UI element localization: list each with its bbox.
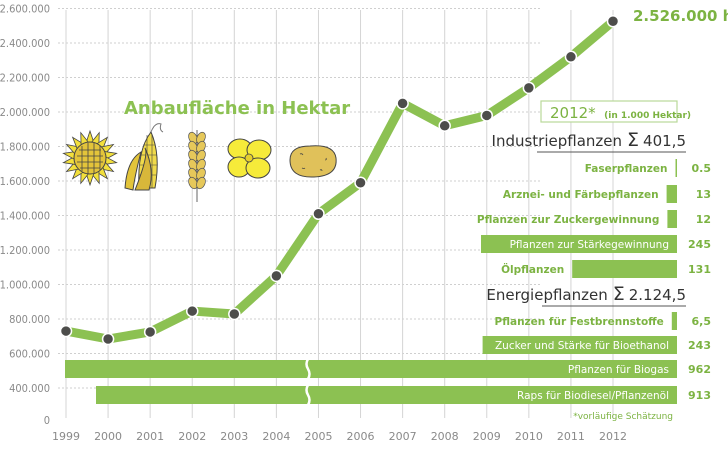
bar-label: Pflanzen für Festbrennstoffe xyxy=(495,316,664,328)
data-point xyxy=(228,307,241,321)
bar xyxy=(671,312,677,330)
bar-label: Arznei- und Färbepflanzen xyxy=(503,189,659,201)
chart-title: Anbaufläche in Hektar xyxy=(124,98,350,119)
data-point xyxy=(438,119,451,133)
y-tick-label: 600.000 xyxy=(9,348,50,361)
end-label: 2.526.000 ha xyxy=(633,7,728,25)
series-line xyxy=(65,17,616,344)
y-tick-label: 1.800.000 xyxy=(0,141,50,154)
y-tick-label: 1.200.000 xyxy=(0,244,50,257)
bar xyxy=(666,185,677,203)
bar xyxy=(65,360,677,378)
x-tick-label: 2010 xyxy=(515,430,543,443)
bar-label: Pflanzen zur Stärkegewinnung xyxy=(510,239,669,251)
bar-value: 962 xyxy=(688,363,711,376)
bar xyxy=(675,159,677,177)
bar-label: Pflanzen zur Zuckergewinnung xyxy=(477,214,660,226)
bar-value: 0.5 xyxy=(692,162,712,175)
bar-value: 12 xyxy=(696,213,711,226)
line-series xyxy=(59,15,620,346)
x-tick-label: 2005 xyxy=(304,430,332,443)
axis-break-mark xyxy=(305,384,311,406)
corn-icon xyxy=(124,123,164,191)
potato-icon xyxy=(289,145,337,178)
bar-value: 13 xyxy=(696,188,711,201)
group-industriepflanzen: Industriepflanzen Σ 401,5 Faserpflanzen 0.5 A… xyxy=(477,129,711,278)
sunflower-icon xyxy=(62,129,118,187)
group-energiepflanzen: Energiepflanzen Σ 2.124,5 Pflanzen für Fest… xyxy=(65,283,712,406)
unit-label: (in 1.000 Hektar) xyxy=(604,111,691,121)
y-tick-label: 2.200.000 xyxy=(0,72,50,85)
y-axis: 0 400.000 600.000 800.000 1.000.000 1.200.000… xyxy=(0,3,50,428)
bar-label: Zucker und Stärke für Bioethanol xyxy=(495,340,669,352)
data-point xyxy=(480,109,494,122)
sum-symbol: Σ xyxy=(627,129,639,151)
wheat-icon xyxy=(188,130,206,202)
bar xyxy=(482,336,677,354)
group-name: Industriepflanzen xyxy=(492,132,623,150)
y-tick-label: 0 xyxy=(44,414,50,427)
x-tick-label: 1999 xyxy=(52,430,80,443)
group-total: 401,5 xyxy=(643,132,686,150)
bar xyxy=(667,210,677,228)
y-tick-label: 1.400.000 xyxy=(0,210,50,223)
y-tick-label: 2.400.000 xyxy=(0,37,50,50)
bar xyxy=(481,235,677,253)
footnote: *vorläufige Schätzung xyxy=(573,412,673,422)
data-point xyxy=(143,325,157,339)
axis-break-mark xyxy=(305,358,311,380)
group-total: 2.124,5 xyxy=(629,286,686,304)
x-tick-label: 2007 xyxy=(389,430,417,443)
data-point xyxy=(606,15,620,28)
bar-label: Raps für Biodiesel/Pflanzenöl xyxy=(517,390,669,402)
x-tick-label: 2006 xyxy=(347,430,375,443)
x-tick-label: 2003 xyxy=(220,430,248,443)
bar-label: Faserpflanzen xyxy=(585,163,668,175)
x-tick-label: 2001 xyxy=(136,430,164,443)
y-tick-label: 1.600.000 xyxy=(0,175,50,188)
x-axis: 1999 2000 2001 2002 2003 2004 2005 2006 2007 2008… xyxy=(52,430,627,443)
data-point xyxy=(101,332,115,346)
y-tick-label: 800.000 xyxy=(9,313,50,326)
group-header: Industriepflanzen Σ 401,5 xyxy=(492,129,686,151)
data-point xyxy=(564,50,578,64)
group-name: Energiepflanzen xyxy=(486,286,607,304)
x-tick-label: 2009 xyxy=(473,430,501,443)
bar xyxy=(572,260,677,278)
y-tick-label: 400.000 xyxy=(9,382,50,395)
data-point xyxy=(59,324,73,338)
breakdown-panel: 2012* (in 1.000 Hektar) Industriepflanze… xyxy=(65,100,712,422)
x-tick-label: 2004 xyxy=(262,430,290,443)
x-tick-label: 2011 xyxy=(557,430,585,443)
year-box xyxy=(540,100,678,123)
year-label: 2012* xyxy=(550,104,596,122)
y-tick-label: 2.600.000 xyxy=(0,3,50,16)
bar xyxy=(96,386,677,404)
group-header: Energiepflanzen Σ 2.124,5 xyxy=(486,283,686,305)
data-point xyxy=(522,81,536,95)
x-tick-label: 2002 xyxy=(178,430,206,443)
bar-value: 131 xyxy=(688,263,711,276)
bar-label: Ölpflanzen xyxy=(501,262,564,276)
x-tick-label: 2008 xyxy=(431,430,459,443)
y-tick-label: 2.000.000 xyxy=(0,106,50,119)
data-point xyxy=(396,97,409,110)
bar-label: Pflanzen für Biogas xyxy=(568,364,669,376)
x-tick-label: 2000 xyxy=(94,430,122,443)
bar-value: 6,5 xyxy=(692,315,712,328)
y-tick-label: 1.000.000 xyxy=(0,279,50,292)
data-point xyxy=(354,176,367,189)
rapeseed-flower-icon xyxy=(227,138,272,179)
bar-value: 243 xyxy=(688,339,711,352)
bar-value: 913 xyxy=(688,389,711,402)
data-point xyxy=(312,207,325,221)
bar-value: 245 xyxy=(688,238,711,251)
sum-symbol: Σ xyxy=(613,283,625,305)
svg-text:2012* (in 1.000 Hektar): 2012* (in 1.000 Hektar) xyxy=(550,104,691,122)
data-point xyxy=(185,304,199,318)
data-point xyxy=(270,269,283,283)
x-tick-label: 2012 xyxy=(599,430,627,443)
